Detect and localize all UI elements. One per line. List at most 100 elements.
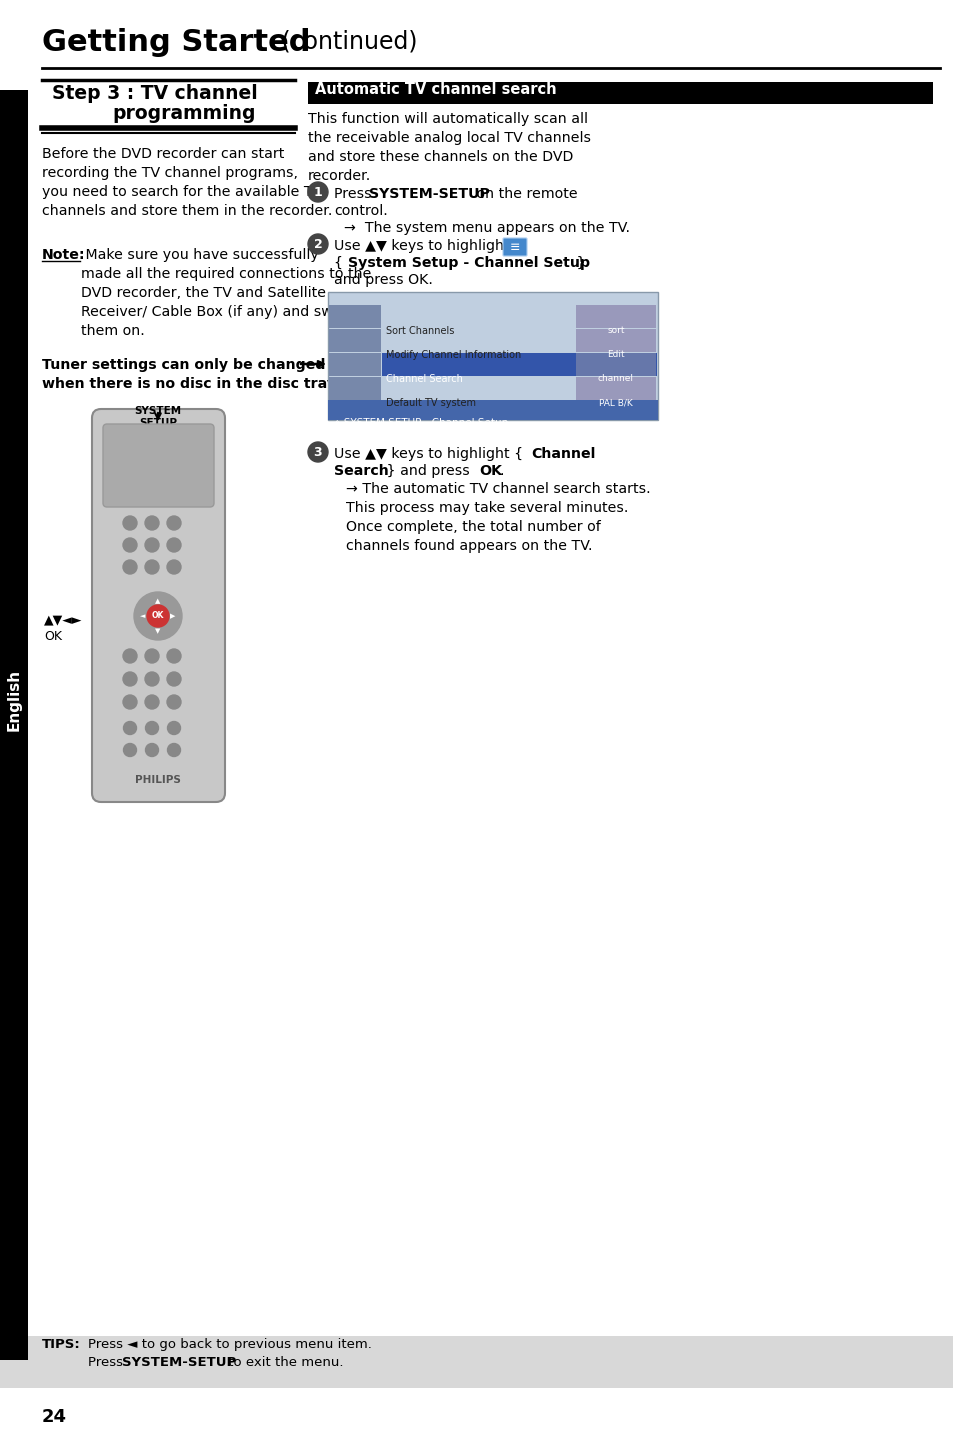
Text: sort: sort: [607, 326, 624, 335]
Text: Channel Search: Channel Search: [386, 374, 462, 384]
Circle shape: [145, 649, 159, 663]
Circle shape: [145, 672, 159, 686]
Circle shape: [167, 560, 181, 574]
Circle shape: [123, 560, 137, 574]
Text: Use ▲▼ keys to highlight: Use ▲▼ keys to highlight: [334, 239, 514, 253]
Bar: [328, 292, 658, 420]
Circle shape: [145, 516, 159, 530]
Circle shape: [167, 649, 181, 663]
Text: Sort Channels: Sort Channels: [386, 326, 454, 337]
Circle shape: [123, 743, 136, 756]
Circle shape: [308, 442, 328, 463]
Text: ▲: ▲: [155, 599, 160, 604]
Circle shape: [123, 722, 136, 735]
Text: Before the DVD recorder can start
recording the TV channel programs,
you need to: Before the DVD recorder can start record…: [42, 147, 332, 218]
Text: English: English: [7, 669, 22, 732]
Text: programming: programming: [112, 105, 255, 123]
Text: Edit: Edit: [606, 349, 624, 359]
Text: ▶: ▶: [171, 613, 175, 619]
Text: Channel: Channel: [531, 447, 595, 461]
Text: ≡: ≡: [509, 241, 519, 253]
Bar: [329, 354, 380, 377]
Circle shape: [145, 695, 159, 709]
Text: Press: Press: [334, 188, 375, 200]
Bar: [0, 1336, 953, 1388]
Text: and press OK.: and press OK.: [334, 274, 433, 286]
Text: Make sure you have successfully
made all the required connections to the
DVD rec: Make sure you have successfully made all…: [81, 248, 376, 338]
Bar: [329, 377, 380, 400]
FancyBboxPatch shape: [502, 238, 526, 256]
Bar: [576, 305, 656, 328]
Text: Step 3 : TV channel: Step 3 : TV channel: [52, 84, 257, 103]
Text: (continued): (continued): [274, 30, 417, 54]
Bar: [308, 82, 932, 105]
Circle shape: [147, 604, 169, 627]
Text: Note:: Note:: [42, 248, 86, 262]
Circle shape: [146, 722, 158, 735]
Circle shape: [123, 695, 137, 709]
Text: SYSTEM
SETUP: SYSTEM SETUP: [134, 407, 181, 428]
Circle shape: [145, 560, 159, 574]
FancyBboxPatch shape: [103, 424, 213, 507]
Text: Modify Channel Information: Modify Channel Information: [386, 349, 520, 359]
Text: PAL B/K: PAL B/K: [598, 398, 632, 407]
Text: Search: Search: [334, 464, 388, 478]
Text: }: }: [572, 256, 585, 271]
Circle shape: [123, 516, 137, 530]
Text: 1: 1: [314, 186, 322, 199]
Text: PHILIPS: PHILIPS: [135, 775, 181, 785]
Text: SYSTEM-SETUP: SYSTEM-SETUP: [369, 188, 489, 200]
Text: on the remote: on the remote: [472, 188, 577, 200]
Text: Press ◄ to go back to previous menu item.: Press ◄ to go back to previous menu item…: [88, 1337, 372, 1350]
Bar: [576, 329, 656, 352]
Text: 3: 3: [314, 445, 322, 458]
Bar: [328, 400, 658, 420]
Text: Press: Press: [88, 1356, 127, 1369]
Text: Use ▲▼ keys to highlight {: Use ▲▼ keys to highlight {: [334, 447, 527, 461]
Circle shape: [145, 538, 159, 551]
Bar: [329, 329, 380, 352]
Text: {: {: [334, 256, 347, 271]
Text: This function will automatically scan all
the receivable analog local TV channel: This function will automatically scan al…: [308, 112, 590, 183]
Circle shape: [168, 722, 180, 735]
Bar: [0, 90, 28, 1360]
Bar: [381, 354, 657, 377]
Text: OK: OK: [44, 630, 62, 643]
Circle shape: [167, 695, 181, 709]
Circle shape: [123, 538, 137, 551]
Text: to exit the menu.: to exit the menu.: [224, 1356, 343, 1369]
Text: Automatic TV channel search: Automatic TV channel search: [314, 82, 556, 97]
Text: 2: 2: [314, 238, 322, 251]
Text: → The automatic TV channel search starts.
This process may take several minutes.: → The automatic TV channel search starts…: [346, 483, 650, 553]
Circle shape: [146, 743, 158, 756]
FancyBboxPatch shape: [91, 410, 225, 802]
Text: Tuner settings can only be changed
when there is no disc in the disc tray.: Tuner settings can only be changed when …: [42, 358, 340, 391]
Text: System Setup - Channel Setup: System Setup - Channel Setup: [348, 256, 590, 271]
Circle shape: [167, 516, 181, 530]
Circle shape: [133, 591, 182, 640]
Circle shape: [308, 233, 328, 253]
Text: ⌂ SYSTEM SETUP - Channel Setup: ⌂ SYSTEM SETUP - Channel Setup: [334, 418, 508, 428]
Text: Getting Started: Getting Started: [42, 29, 310, 57]
Text: } and press: } and press: [381, 464, 474, 478]
Text: SYSTEM-SETUP: SYSTEM-SETUP: [122, 1356, 236, 1369]
Text: ◄: ◄: [140, 613, 146, 619]
Circle shape: [167, 672, 181, 686]
Bar: [576, 377, 656, 400]
Text: .: .: [499, 464, 504, 478]
Text: 24: 24: [42, 1408, 67, 1426]
Bar: [576, 354, 656, 377]
Text: OK: OK: [152, 611, 164, 620]
Text: TIPS:: TIPS:: [42, 1337, 81, 1350]
Text: ▼: ▼: [155, 629, 160, 634]
Circle shape: [168, 743, 180, 756]
Text: Default TV system: Default TV system: [386, 398, 476, 408]
Circle shape: [167, 538, 181, 551]
Bar: [329, 305, 380, 328]
Circle shape: [308, 182, 328, 202]
Text: control.: control.: [334, 203, 387, 218]
Text: channel: channel: [598, 374, 634, 382]
Text: ▲▼◄►: ▲▼◄►: [44, 613, 82, 627]
Circle shape: [123, 672, 137, 686]
Text: →  The system menu appears on the TV.: → The system menu appears on the TV.: [344, 221, 629, 235]
